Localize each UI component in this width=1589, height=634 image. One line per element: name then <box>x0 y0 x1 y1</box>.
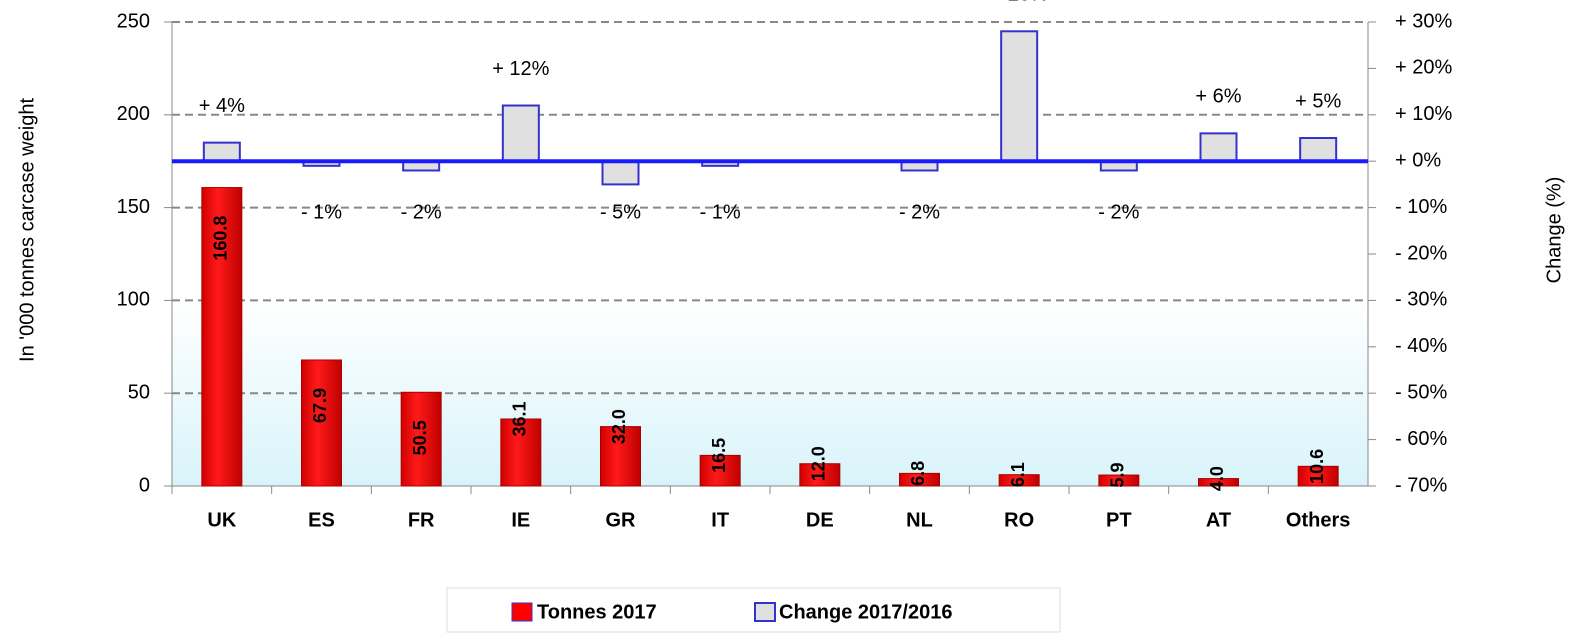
y2-tick-label: + 20% <box>1395 57 1452 79</box>
y2-tick-label: + 0% <box>1395 149 1441 171</box>
x-tick-label: UK <box>207 509 236 531</box>
bar <box>600 426 641 487</box>
y-axis-label: In '000 tonnes carcase weight <box>16 98 38 362</box>
change-label: + 4% <box>199 95 245 117</box>
change-label: - 1% <box>700 201 741 223</box>
y2-tick-label: - 10% <box>1395 196 1447 218</box>
y2-tick-label: - 30% <box>1395 289 1447 311</box>
data-label: 5.9 <box>1108 463 1128 488</box>
change-bar <box>1299 137 1338 163</box>
change-bar <box>601 160 640 186</box>
data-label: 6.1 <box>1008 462 1028 487</box>
legend-swatch <box>511 602 533 622</box>
y2-tick-label: - 70% <box>1395 474 1447 496</box>
change-label: + 6% <box>1195 86 1241 108</box>
change-label: - 2% <box>1098 201 1139 223</box>
change-label: - 2% <box>401 201 442 223</box>
legend-label: Change 2017/2016 <box>779 601 952 623</box>
y-tick-label: 200 <box>117 103 150 125</box>
x-tick-label: AT <box>1206 509 1231 531</box>
y2-tick-label: - 60% <box>1395 428 1447 450</box>
y-tick-label: 150 <box>117 196 150 218</box>
change-label: - 5% <box>600 201 641 223</box>
change-bar <box>202 141 241 163</box>
legend-box <box>446 587 1061 633</box>
y-tick-label: 250 <box>117 10 150 32</box>
y-tick-label: 100 <box>117 289 150 311</box>
x-tick-label: ES <box>308 509 335 531</box>
y2-axis-label: Change (%) <box>1543 177 1565 284</box>
y2-tick-label: + 30% <box>1395 10 1452 32</box>
data-label: 10.6 <box>1307 449 1327 484</box>
y2-tick-label: - 20% <box>1395 242 1447 264</box>
y-tick-label: 50 <box>128 381 150 403</box>
x-tick-label: Others <box>1286 509 1350 531</box>
legend-swatch <box>754 602 776 622</box>
bar <box>899 472 940 487</box>
data-label: 12.0 <box>809 446 829 481</box>
data-label: 160.8 <box>211 216 231 261</box>
change-label: + 12% <box>492 58 549 80</box>
bar <box>1297 465 1339 487</box>
bar <box>500 418 542 487</box>
bar <box>1098 474 1140 487</box>
bar <box>400 391 442 487</box>
change-label: + 5% <box>1295 90 1341 112</box>
change-bar <box>1000 30 1039 163</box>
x-tick-label: FR <box>408 509 435 531</box>
change-label: - 1% <box>301 201 342 223</box>
x-tick-label: IE <box>511 509 530 531</box>
bar <box>799 463 841 487</box>
x-tick-label: NL <box>906 509 933 531</box>
x-tick-label: DE <box>806 509 834 531</box>
y2-tick-label: + 10% <box>1395 103 1452 125</box>
data-label: 4.0 <box>1207 466 1227 491</box>
x-tick-label: GR <box>606 509 637 531</box>
bar <box>201 187 243 487</box>
data-label: 6.8 <box>908 461 928 486</box>
legend-label: Tonnes 2017 <box>537 601 657 623</box>
x-tick-label: PT <box>1106 509 1132 531</box>
data-label: 50.5 <box>410 420 430 455</box>
change-bar <box>501 104 540 163</box>
data-label: 36.1 <box>510 401 530 436</box>
change-label: - 2% <box>899 201 940 223</box>
x-tick-label: RO <box>1004 509 1034 531</box>
y2-tick-label: - 40% <box>1395 335 1447 357</box>
bar <box>1198 478 1239 487</box>
bar <box>699 454 741 487</box>
x-tick-label: IT <box>711 509 729 531</box>
data-label: 67.9 <box>310 388 330 423</box>
bar <box>998 474 1040 487</box>
y-tick-label: 0 <box>139 474 150 496</box>
data-label: 32.0 <box>609 409 629 444</box>
change-bar <box>1199 132 1238 163</box>
data-label: 16.5 <box>709 438 729 473</box>
change-label: + 28% <box>991 0 1048 6</box>
bar <box>301 359 342 487</box>
y2-tick-label: - 50% <box>1395 381 1447 403</box>
